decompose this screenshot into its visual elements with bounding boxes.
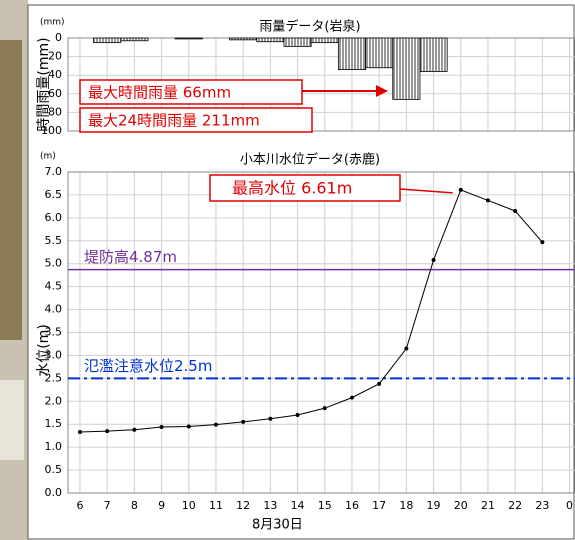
annotation: 最大24時間雨量 211mm [88,112,260,130]
x-tick-label: 0 [566,499,573,512]
bar [121,38,148,41]
point [78,430,82,434]
x-tick-label: 21 [481,499,495,512]
bar [393,38,420,99]
y-unit: (mm) [40,18,65,28]
map-detail [0,380,24,460]
point [241,420,245,424]
bar [257,38,284,42]
point [160,425,164,429]
x-tick-label: 18 [399,499,413,512]
y-tick-label: 0 [55,31,62,44]
x-tick-label: 22 [508,499,522,512]
point [105,429,109,433]
x-tick-label: 20 [454,499,468,512]
y-axis-label: 時間雨量(mm) [36,37,52,131]
y-tick-label: 4.0 [45,303,63,316]
point [432,258,436,262]
bar [175,38,202,39]
chart: 020406080100雨量データ(岩泉)(mm)時間雨量(mm)最大時間雨量 … [0,0,575,540]
bar [94,38,121,43]
y-tick-label: 5.0 [45,257,63,270]
annotation: 最高水位 6.61m [232,179,352,198]
point [214,423,218,427]
x-tick-label: 14 [291,499,305,512]
x-tick-label: 6 [76,499,83,512]
point [296,413,300,417]
point [187,425,191,429]
y-tick-label: 6.5 [45,188,63,201]
chart-title: 小本川水位データ(赤鹿) [240,152,380,168]
x-tick-label: 12 [236,499,250,512]
bar [284,38,311,46]
map-photo [0,40,22,340]
x-tick-label: 8 [131,499,138,512]
point [459,188,463,192]
x-tick-label: 19 [427,499,441,512]
reference-label: 堤防高4.87m [84,248,177,266]
point [132,428,136,432]
point [268,417,272,421]
reference-label: 氾濫注意水位2.5m [84,357,212,375]
x-tick-label: 9 [158,499,165,512]
y-tick-label: 1.5 [45,417,63,430]
y-tick-label: 6.0 [45,211,63,224]
x-tick-label: 16 [345,499,359,512]
point [350,396,354,400]
y-tick-label: 5.5 [45,234,63,247]
x-tick-label: 17 [372,499,386,512]
x-tick-label: 11 [209,499,223,512]
x-tick-label: 7 [104,499,111,512]
x-tick-label: 10 [182,499,196,512]
point [513,209,517,213]
y-tick-label: 4.5 [45,280,63,293]
x-axis-label: 8月30日 [252,518,303,533]
chart-title: 雨量データ(岩泉) [259,19,360,35]
y-tick-label: 1.0 [45,440,63,453]
x-tick-label: 13 [263,499,277,512]
point [404,347,408,351]
x-tick-label: 23 [535,499,549,512]
point [540,240,544,244]
y-tick-label: 2.0 [45,394,63,407]
bar [420,38,447,71]
y-tick-label: 0.5 [45,463,63,476]
y-axis-label: 水位(m) [36,324,52,377]
x-tick-label: 15 [318,499,332,512]
y-unit: (m) [40,152,56,162]
annotation: 最大時間雨量 66mm [88,84,231,102]
point [323,406,327,410]
point [486,198,490,202]
point [377,382,381,386]
y-tick-label: 7.0 [45,165,63,178]
y-tick-label: 0.0 [45,486,63,499]
bar [230,38,257,40]
bar [366,38,393,68]
bar [311,38,338,43]
bar [338,38,365,70]
